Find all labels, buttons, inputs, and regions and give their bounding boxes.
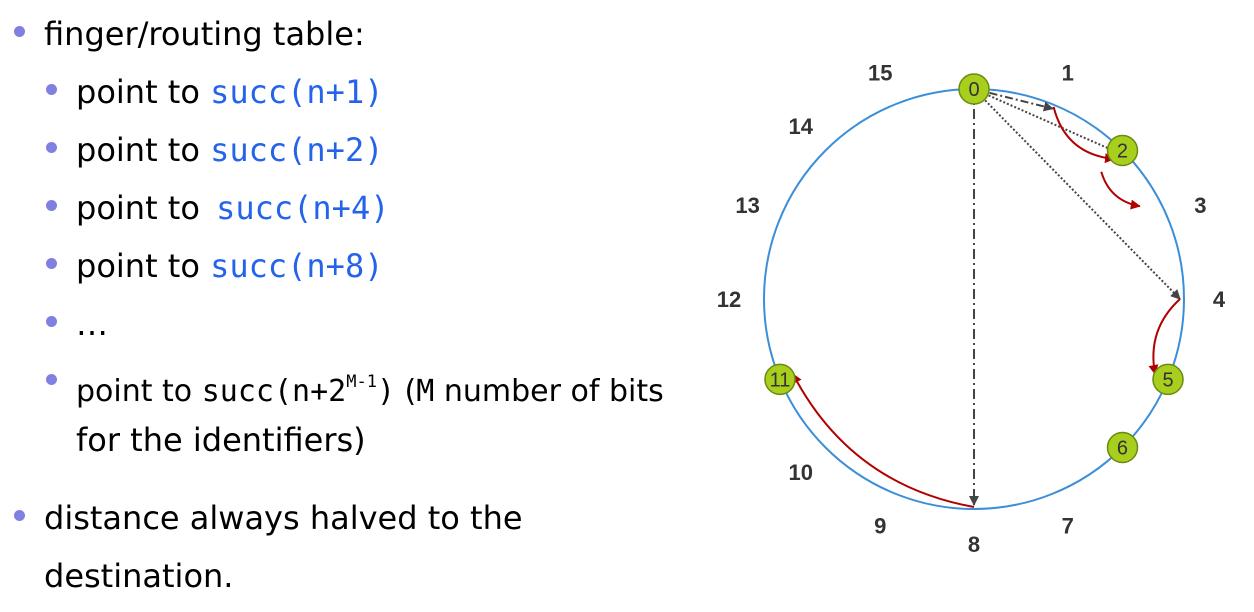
distance-text: distance always halved to the (44, 499, 523, 537)
finger-arrow-to-1 (973, 88, 1054, 112)
succ-n-plus-4: succ(n+4) (216, 189, 390, 227)
ring-position-label-7: 7 (1062, 513, 1074, 538)
bullet-destination: destination. (44, 556, 233, 596)
node-11-label: 11 (770, 369, 791, 391)
node-5-label: 5 (1162, 369, 1173, 391)
bullet-dot (46, 258, 57, 269)
succ-m-close: ) (376, 374, 395, 409)
finger-arrow-to-2 (973, 88, 1121, 155)
bullet-distance: distance always halved to the (44, 498, 523, 538)
route-arrow-8-to-11 (792, 373, 975, 508)
point-to-text: point to (76, 374, 193, 409)
node-11-circle (764, 363, 796, 396)
ring-position-label-8: 8 (968, 532, 980, 557)
routing-arrows (792, 106, 1181, 508)
bullet-succ-8: point to succ(n+8) (76, 246, 383, 286)
identifiers-text: for the identifiers) (76, 421, 366, 459)
bullet-text: finger/routing table: (44, 15, 365, 53)
ring-position-label-1: 1 (1062, 61, 1074, 86)
bullet-finger-table: finger/routing table: (44, 14, 365, 54)
ring-position-label-4: 4 (1213, 287, 1226, 312)
bullet-dot (46, 142, 57, 153)
bullet-dot (46, 84, 57, 95)
ring-position-label-15: 15 (868, 61, 892, 86)
point-to-text: point to (76, 189, 200, 227)
succ-n-plus-2: succ(n+2) (210, 131, 384, 169)
bullet-succ-2: point to succ(n+2) (76, 130, 383, 170)
slide-text: finger/routing table: point to succ(n+1)… (14, 14, 664, 596)
point-to-text: point to (76, 73, 200, 111)
bullet-dot (46, 200, 57, 211)
ring-position-label-13: 13 (735, 193, 759, 218)
node-2-label: 2 (1117, 141, 1128, 163)
point-to-text: point to (76, 247, 200, 285)
ring-position-label-10: 10 (789, 460, 813, 485)
bullet-dot (14, 510, 25, 521)
route-arrow-4-to-5 (1148, 298, 1181, 375)
bullet-succ-1: point to succ(n+1) (76, 72, 383, 112)
route-arrow-1-to-2 (1052, 106, 1116, 164)
bullet-succ-m: point to succ(n+2M-1) (M number of bits (76, 362, 664, 412)
node-0-circle (958, 73, 990, 105)
node-0-label: 0 (968, 79, 979, 101)
node-6-label: 6 (1117, 437, 1128, 459)
succ-n-plus-8: succ(n+8) (210, 247, 384, 285)
node-6-circle (1106, 431, 1139, 464)
node-2-circle (1106, 134, 1139, 167)
ring-position-label-14: 14 (789, 114, 814, 139)
succ-m-superscript: M-1 (346, 372, 377, 392)
succ-n-plus-1: succ(n+1) (210, 73, 384, 111)
bullet-succ-4: point to succ(n+4) (76, 188, 389, 228)
m-letter: M (416, 374, 435, 409)
ellipsis-text: … (76, 305, 108, 343)
bullet-dot (46, 374, 57, 385)
route-arrow-2-onward (1100, 171, 1141, 210)
bullet-ellipsis: … (76, 304, 108, 344)
ring-position-label-12: 12 (717, 287, 741, 312)
paren-open: ( (404, 374, 417, 409)
ring-position-label-9: 9 (874, 513, 886, 538)
finger-arrow-to-4 (973, 88, 1181, 300)
ring-nodes: 0 2 5 6 11 (764, 73, 1184, 464)
bullet-identifiers: for the identifiers) (76, 420, 366, 460)
finger-arrows (969, 88, 1181, 506)
bullet-dot (14, 26, 25, 37)
bullet-dot (46, 316, 57, 327)
point-to-text: point to (76, 131, 200, 169)
succ-m-base: succ(n+2 (201, 374, 347, 409)
node-5-circle (1152, 363, 1184, 396)
ring-position-label-3: 3 (1194, 193, 1206, 218)
number-of-bits-text: number of bits (443, 374, 664, 409)
destination-text: destination. (44, 557, 234, 595)
